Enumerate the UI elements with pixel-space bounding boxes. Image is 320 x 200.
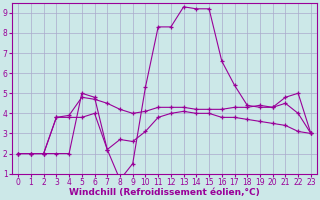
X-axis label: Windchill (Refroidissement éolien,°C): Windchill (Refroidissement éolien,°C) [69, 188, 260, 197]
